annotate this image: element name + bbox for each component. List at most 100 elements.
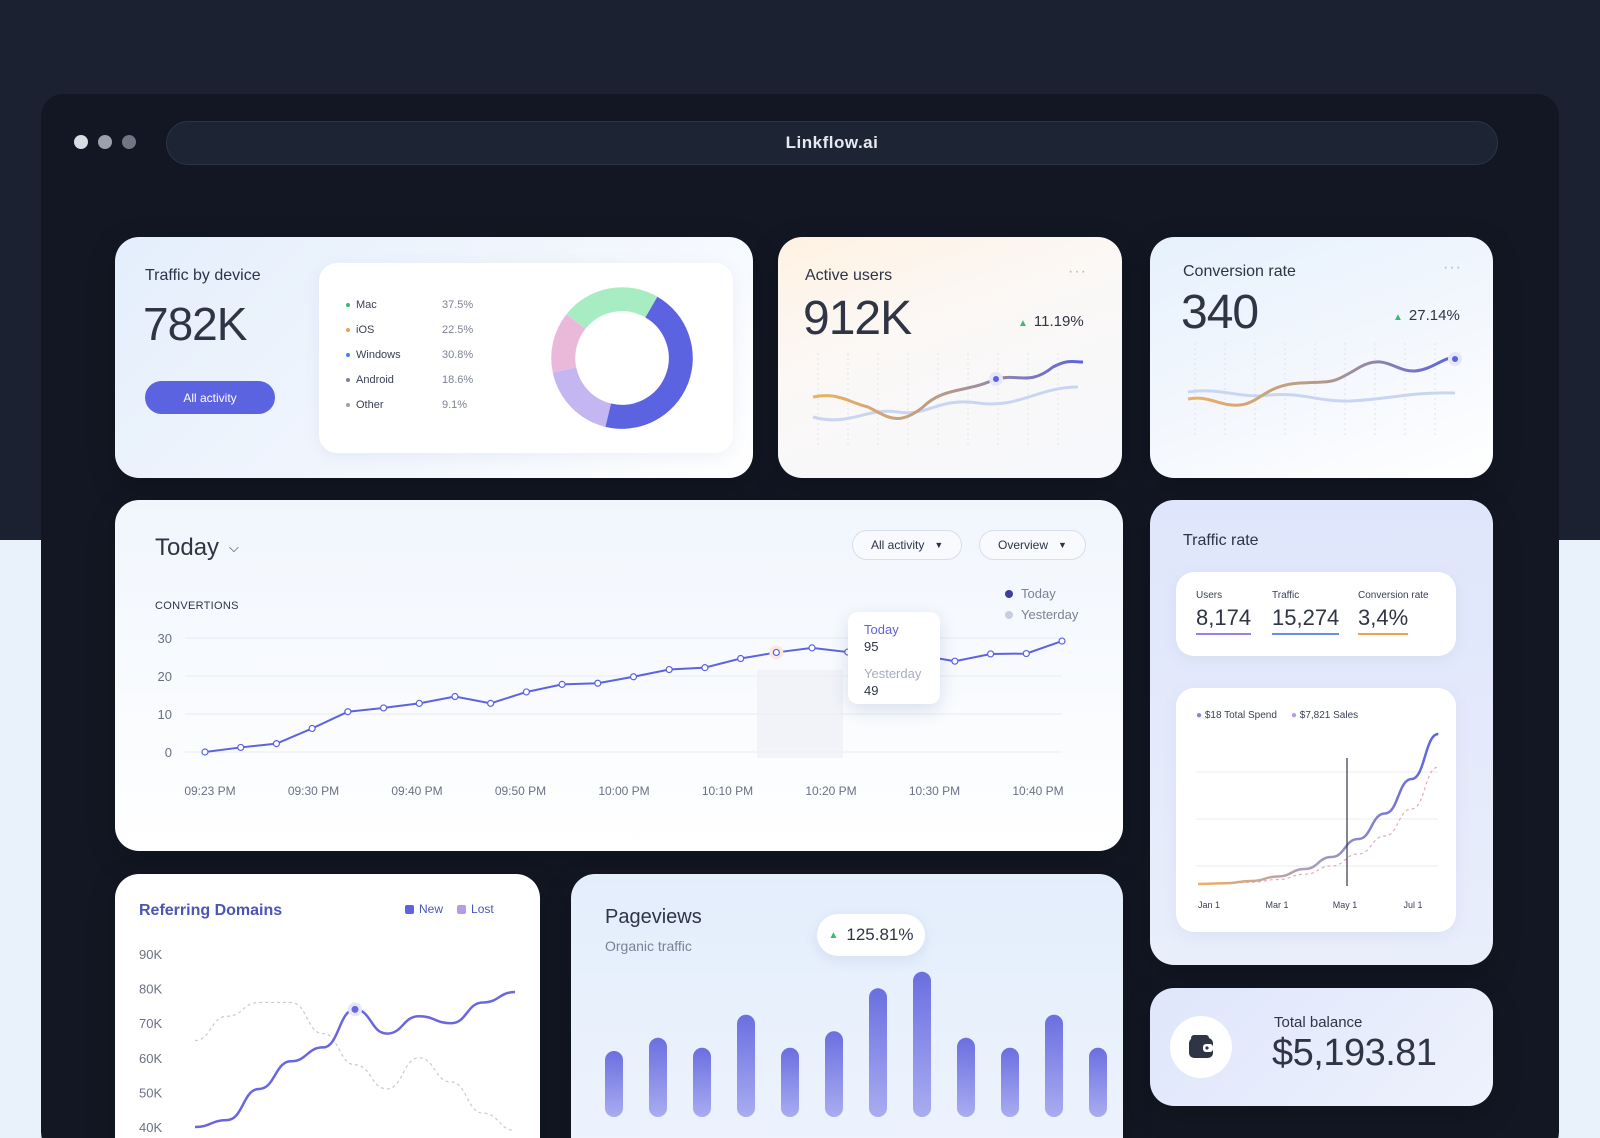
data-point[interactable] [1058, 637, 1066, 645]
legend-label: Other [356, 399, 384, 411]
data-point[interactable] [522, 688, 530, 696]
tooltip-yesterday-value: 49 [864, 683, 879, 698]
device-breakdown-panel: Mac 37.5% iOS 22.5% Windows 30.8% Android 18.6%… [319, 263, 733, 453]
data-point[interactable] [594, 679, 602, 687]
y-tick-label: 90K [139, 947, 162, 962]
window-dot-minimize[interactable] [98, 135, 112, 149]
stat-users: Users 8,174 [1196, 590, 1252, 635]
window-dot-close[interactable] [74, 135, 88, 149]
pageviews-bar[interactable] [605, 1051, 623, 1117]
pageviews-card: Pageviews Organic traffic ▲ 125.81% [571, 874, 1123, 1138]
pageviews-bar[interactable] [1001, 1047, 1019, 1117]
data-point[interactable] [986, 650, 995, 658]
y-tick-label: 40K [139, 1120, 162, 1135]
data-point[interactable] [237, 743, 245, 752]
url-text: Linkflow.ai [785, 133, 879, 152]
pageviews-bar[interactable] [1089, 1047, 1107, 1117]
data-point[interactable] [487, 699, 495, 707]
stat-label: Traffic [1272, 590, 1300, 601]
active-users-delta: ▲ 11.19% [1018, 313, 1084, 330]
window-controls [74, 135, 136, 149]
data-point[interactable] [1022, 649, 1030, 658]
data-point[interactable] [665, 665, 673, 674]
active-point[interactable] [351, 1005, 359, 1013]
pageviews-bar[interactable] [825, 1031, 843, 1117]
conversions-line-chart: 0 10 20 30 09:23 PM 09:30 PM 09:40 PM 09:50 PM 1… [158, 631, 1066, 798]
address-bar[interactable]: Linkflow.ai [166, 121, 1498, 165]
tooltip-yesterday-label: Yesterday [864, 666, 922, 681]
legend-dot [1005, 589, 1013, 598]
data-point[interactable] [558, 680, 566, 688]
legend-label: Android [356, 374, 394, 386]
pageviews-bar[interactable] [913, 971, 931, 1117]
pageviews-bar[interactable] [957, 1037, 975, 1117]
wallet-icon [1170, 1016, 1232, 1078]
delta-value: 27.14% [1408, 307, 1460, 324]
activity-filter-dropdown[interactable]: All activity ▼ [852, 530, 963, 560]
legend-label: iOS [356, 324, 375, 336]
data-point[interactable] [951, 657, 959, 665]
more-icon[interactable]: ··· [1068, 263, 1087, 280]
legend-percent: 9.1% [442, 399, 468, 411]
pageviews-bar[interactable] [737, 1014, 755, 1117]
trend-up-icon: ▲ [828, 929, 839, 941]
pageviews-bar[interactable] [649, 1037, 667, 1117]
legend-dot: ● [1290, 710, 1297, 721]
overview-filter-dropdown[interactable]: Overview ▼ [979, 530, 1086, 560]
data-point[interactable] [415, 699, 423, 707]
tooltip-today-value: 95 [864, 639, 879, 654]
legend-label: Today [1021, 586, 1056, 601]
pageviews-bar-chart [605, 971, 1107, 1117]
y-tick-label: 20 [158, 669, 172, 684]
data-point[interactable] [808, 644, 816, 652]
stat-value: 3,4% [1358, 605, 1409, 635]
stat-conversion-rate: Conversion rate 3,4% [1358, 590, 1429, 635]
pageviews-bar[interactable] [693, 1047, 711, 1117]
data-point[interactable] [344, 708, 352, 716]
device-legend-item: Android 18.6% [346, 374, 496, 386]
data-point[interactable] [737, 654, 745, 663]
legend-item-sales: ● $7,821 Sales [1291, 710, 1358, 721]
legend-label: New [419, 902, 444, 916]
more-icon[interactable]: ··· [1443, 259, 1462, 276]
legend-label: Mac [356, 299, 377, 311]
data-point[interactable] [629, 673, 638, 681]
referring-legend: New Lost [405, 902, 494, 916]
x-tick-label: Jul 1 [1403, 900, 1422, 910]
data-point[interactable] [272, 740, 281, 748]
balance-value: $5,193.81 [1272, 1032, 1437, 1074]
data-point[interactable] [201, 748, 209, 756]
y-tick-label: 70K [139, 1016, 162, 1031]
today-conversions-card: Today ⌵ All activity ▼ Overview ▼ CONVERTI… [115, 500, 1123, 851]
x-tick-label: 10:30 PM [909, 784, 960, 798]
legend-percent: 30.8% [442, 349, 474, 361]
pageviews-bar[interactable] [869, 988, 887, 1117]
pageviews-bar[interactable] [781, 1047, 799, 1117]
device-legend-item: iOS 22.5% [346, 324, 496, 336]
legend-item-new: New [405, 902, 443, 916]
card-title: Conversion rate [1183, 263, 1296, 280]
period-selector[interactable]: Today ⌵ [155, 534, 239, 562]
donut-segment-windows [552, 367, 612, 427]
data-point[interactable] [772, 648, 780, 657]
data-point[interactable] [379, 704, 388, 712]
data-point[interactable] [451, 692, 459, 701]
trend-up-icon: ▲ [1018, 318, 1028, 329]
data-point[interactable] [701, 664, 709, 672]
legend-swatch [405, 904, 414, 914]
device-legend-item: Windows 30.8% [346, 349, 496, 361]
data-point[interactable] [308, 724, 316, 733]
y-tick-label: 50K [139, 1085, 162, 1100]
legend-item-yesterday: Yesterday [1005, 607, 1078, 622]
conversion-previous-line [1187, 389, 1456, 403]
pageviews-bar[interactable] [1045, 1014, 1063, 1117]
x-tick-label: 10:20 PM [805, 784, 856, 798]
stat-label: Conversion rate [1358, 590, 1429, 601]
x-tick-label: 09:23 PM [184, 784, 235, 798]
spend-sales-panel: ● $18 Total Spend ● $7,821 Sales Jan 1 Ma… [1176, 688, 1456, 932]
window-dot-maximize[interactable] [122, 135, 136, 149]
all-activity-button[interactable]: All activity [145, 381, 275, 414]
caret-down-icon: ▼ [934, 540, 944, 550]
stat-traffic: Traffic 15,274 [1272, 590, 1340, 635]
conversion-value: 340 [1181, 286, 1259, 339]
